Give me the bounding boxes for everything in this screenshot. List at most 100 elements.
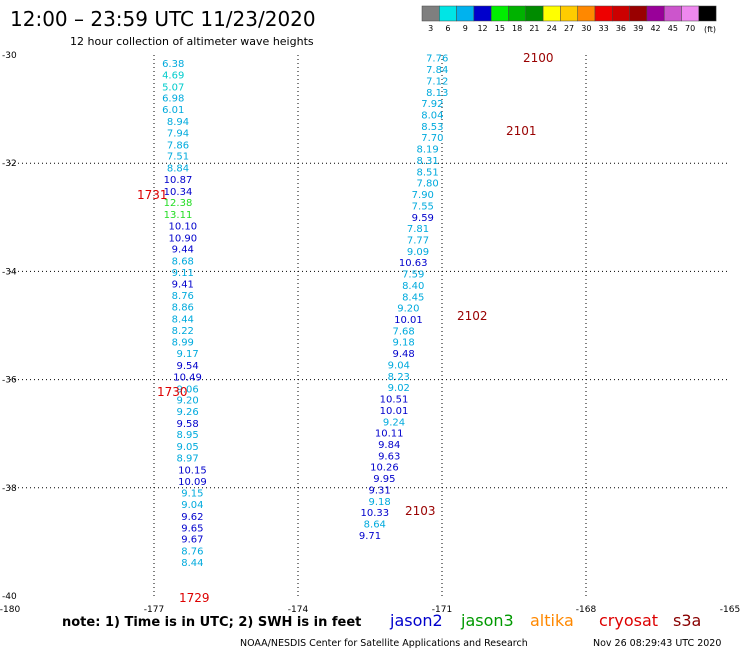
- footer-note: note: 1) Time is in UTC; 2) SWH is in fe…: [62, 615, 361, 630]
- legend-bin-label: 33: [599, 24, 609, 33]
- legend-bin-label: 15: [495, 24, 505, 33]
- credit-line: NOAA/NESDIS Center for Satellite Applica…: [240, 638, 528, 649]
- satellite-label: cryosat: [599, 611, 658, 630]
- legend-bin-label: 70: [685, 24, 695, 33]
- swh-value: 7.84: [426, 65, 448, 76]
- swh-value: 12.38: [164, 198, 193, 209]
- swh-value: 9.18: [368, 497, 390, 508]
- satellite-label: s3a: [673, 611, 701, 630]
- legend-bin-label: 45: [668, 24, 678, 33]
- graticule: [10, 55, 730, 596]
- swh-value: 7.77: [407, 235, 429, 246]
- legend-unit: (ft): [704, 25, 716, 34]
- swh-value: 9.05: [176, 442, 198, 453]
- legend-swatch: [508, 5, 527, 22]
- legend-swatch: [439, 5, 457, 22]
- swh-value: 9.54: [176, 361, 198, 372]
- legend-swatch: [663, 5, 682, 22]
- swh-value: 7.86: [167, 140, 189, 151]
- wave-height-legend: (ft) 3 6 9 12 15 18 21 24 27 30 33 36 39 42 45 70: [421, 5, 717, 34]
- swh-value: 6.38: [162, 59, 184, 70]
- swh-value: 10.87: [164, 175, 193, 186]
- track-time-label: 1731: [137, 188, 168, 202]
- swh-value: 7.51: [167, 152, 189, 163]
- swh-value: 9.59: [412, 213, 434, 224]
- track-time-label: 2102: [457, 309, 488, 323]
- swh-value: 9.58: [176, 419, 198, 430]
- y-tick-label: -40: [2, 592, 17, 602]
- x-tick-label: -168: [576, 605, 597, 615]
- legend-swatch: [594, 5, 613, 22]
- legend-bin-label: 27: [564, 24, 574, 33]
- swh-value: 4.69: [162, 70, 184, 81]
- swh-value: 7.55: [412, 201, 434, 212]
- legend-bin-label: 30: [581, 24, 591, 33]
- swh-value: 8.04: [421, 111, 443, 122]
- swh-value: 7.80: [416, 179, 438, 190]
- legend-swatch: [577, 5, 596, 22]
- swh-value: 8.40: [402, 281, 424, 292]
- swh-value: 10.63: [399, 258, 428, 269]
- swh-value: 7.94: [167, 128, 189, 139]
- swh-value: 10.10: [168, 221, 197, 232]
- swh-value: 9.02: [388, 383, 410, 394]
- x-tick-label: -180: [0, 605, 20, 615]
- legend-swatch: [456, 5, 475, 22]
- legend-bin-label: 12: [477, 24, 487, 33]
- swh-observations: 6.384.695.076.986.018.947.947.867.518.84…: [162, 54, 448, 569]
- swh-value: 9.15: [181, 489, 203, 500]
- swh-value: 10.49: [173, 372, 202, 383]
- swh-value: 9.06: [176, 384, 198, 395]
- swh-value: 8.22: [172, 326, 194, 337]
- swh-value: 8.86: [172, 303, 194, 314]
- legend-bin-label: 9: [463, 24, 468, 33]
- swh-value: 10.34: [164, 187, 193, 198]
- legend-swatch: [646, 5, 665, 22]
- x-tick-label: -174: [288, 605, 309, 615]
- legend-swatch: [612, 5, 630, 22]
- legend-swatch: [629, 5, 648, 22]
- page-subtitle: 12 hour collection of altimeter wave hei…: [70, 35, 314, 48]
- swh-value: 10.09: [178, 477, 207, 488]
- swh-value: 13.11: [164, 210, 193, 221]
- swh-value: 8.13: [426, 88, 448, 99]
- legend-bin-label: 21: [529, 24, 539, 33]
- swh-value: 9.11: [172, 268, 194, 279]
- header: 12:00 – 23:59 UTC 11/23/2020 12 hour col…: [10, 7, 316, 48]
- satellite-label: jason2: [389, 611, 443, 630]
- swh-value: 8.51: [416, 167, 438, 178]
- swh-value: 9.84: [378, 440, 400, 451]
- track-time-label: 2101: [506, 124, 537, 138]
- legend-swatch: [681, 5, 700, 22]
- swh-value: 7.76: [426, 54, 448, 65]
- swh-value: 10.33: [360, 508, 389, 519]
- satellite-label: altika: [530, 611, 574, 630]
- swh-value: 9.24: [383, 417, 405, 428]
- swh-value: 9.67: [181, 535, 203, 546]
- legend-swatch: [698, 5, 717, 22]
- legend-bin-label: 6: [445, 24, 450, 33]
- swh-value: 9.04: [181, 500, 203, 511]
- swh-value: 9.48: [392, 349, 414, 360]
- swh-value: 10.26: [370, 463, 399, 474]
- swh-value: 7.68: [392, 326, 414, 337]
- legend-bin-label: 36: [616, 24, 626, 33]
- x-tick-label: -171: [432, 605, 452, 615]
- swh-value: 8.23: [388, 372, 410, 383]
- swh-value: 8.76: [172, 291, 194, 302]
- swh-value: 9.09: [407, 247, 429, 258]
- swh-value: 9.95: [373, 474, 395, 485]
- legend-bin-label: 18: [512, 24, 522, 33]
- legend-bin-label: 39: [633, 24, 643, 33]
- swh-value: 9.17: [176, 349, 198, 360]
- track-time-labels: 1731 1730 1729 2100 2101 2102 2103: [137, 51, 554, 605]
- swh-value: 10.01: [394, 315, 423, 326]
- swh-value: 7.92: [421, 99, 443, 110]
- swh-value: 9.65: [181, 523, 203, 534]
- swh-value: 8.44: [172, 314, 194, 325]
- swh-value: 6.01: [162, 105, 184, 116]
- legend-bin-label: 42: [650, 24, 660, 33]
- page-title: 12:00 – 23:59 UTC 11/23/2020: [10, 7, 316, 31]
